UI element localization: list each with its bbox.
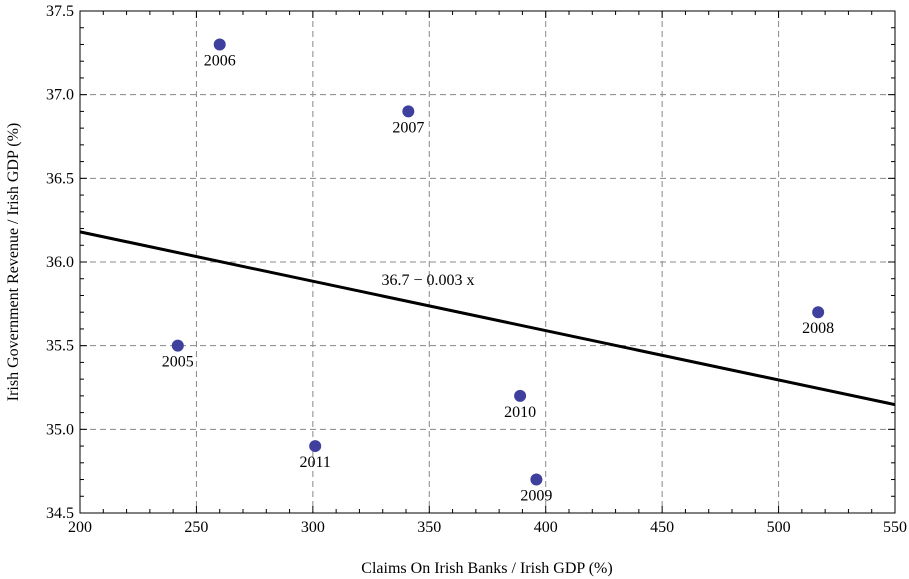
regression-line [79,230,896,407]
data-point [530,473,543,486]
x-tick-label: 400 [534,519,558,536]
data-point [402,105,415,118]
y-tick-label: 37.5 [46,3,74,20]
x-tick-label: 450 [650,519,674,536]
grid-lines [80,11,895,513]
x-tick-label: 500 [767,519,791,536]
data-points: 2005 2006 2007 2008 2009 2010 2011 [162,38,834,505]
point-year-label: 2011 [299,454,330,471]
x-ticks: 200 250 300 350 400 450 500 550 [68,11,907,536]
x-tick-label: 350 [417,519,441,536]
point-year-label: 2010 [504,404,536,421]
x-axis-title: Claims On Irish Banks / Irish GDP (%) [361,560,612,577]
data-point [213,38,226,51]
y-tick-label: 35.0 [46,421,74,438]
y-axis-title: Irish Government Revenue / Irish GDP (%) [5,123,22,401]
x-tick-label: 300 [301,519,325,536]
y-ticks: 34.5 35.0 35.5 36.0 36.5 37.0 37.5 [46,3,895,522]
point-year-label: 2006 [204,52,236,69]
fit-line-group: 36.7 − 0.003 x [79,230,896,407]
y-tick-label: 36.0 [46,254,74,271]
y-tick-label: 37.0 [46,87,74,104]
y-tick-label: 35.5 [46,338,74,355]
point-year-label: 2007 [392,119,424,136]
point-year-label: 2008 [802,320,834,337]
y-tick-label: 36.5 [46,170,74,187]
regression-equation-label: 36.7 − 0.003 x [381,272,474,289]
point-year-label: 2005 [162,354,194,371]
x-tick-label: 550 [883,519,907,536]
data-point [812,306,825,319]
x-tick-label: 250 [184,519,208,536]
point-year-label: 2009 [520,488,552,505]
y-tick-label: 34.5 [46,505,74,522]
plot-frame [79,10,896,514]
data-point [309,440,322,453]
data-point [514,389,527,402]
data-point [171,339,184,352]
x-tick-label: 200 [68,519,92,536]
